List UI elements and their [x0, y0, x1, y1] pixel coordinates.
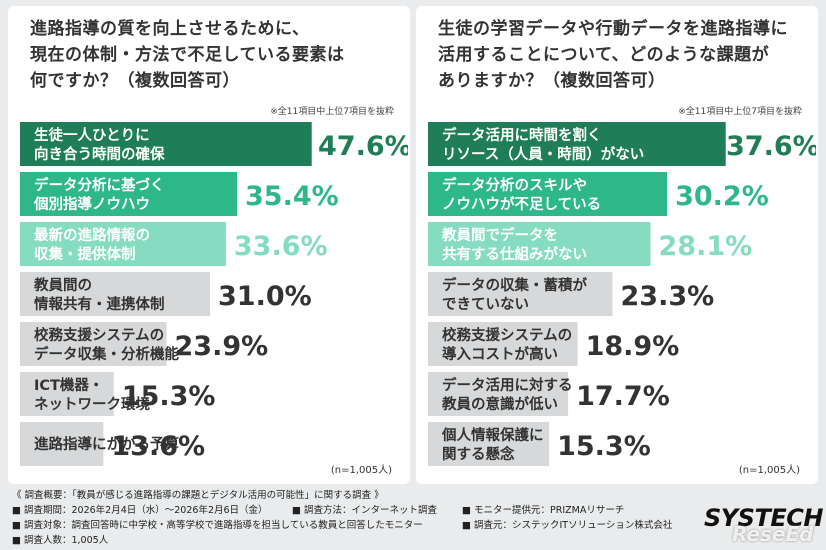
left-value-label-2: 35.4%	[245, 181, 339, 212]
sample-size-left: (n=1,005人)	[330, 465, 392, 476]
right-bar-6	[428, 372, 569, 416]
right-value-label-1: 37.6%	[726, 131, 816, 162]
right-value-label-3: 28.1%	[659, 231, 753, 262]
left-bar-1	[20, 122, 312, 166]
survey-heading: 《 調査概要：「教員が感じる進路指導の課題とデジタル活用の可能性」に関する調査 …	[12, 490, 384, 501]
systech-logo: SYSTECH ReseEd	[704, 500, 823, 548]
left-value-label-7: 13.6%	[111, 431, 205, 462]
right-bar-4	[428, 272, 613, 316]
logo-text: SYSTECH	[704, 504, 823, 532]
right-category-label-2: データ分析のスキルやノウハウが不足している	[442, 176, 601, 213]
right-bar-3	[428, 222, 651, 266]
right-value-label-4: 23.3%	[621, 281, 715, 312]
chart-panel-right: 生徒の学習データや行動データを進路指導に 活用することについて、どのような課題が…	[416, 6, 818, 484]
bar-chart-right: データ活用に時間を割くリソース（人員・時間）がない 37.6% データ分析のスキルや…	[428, 122, 816, 466]
right-bar-1	[428, 122, 726, 166]
right-value-label-6: 17.7%	[576, 381, 670, 412]
right-category-label-3: 教員間でデータを共有する仕組みがない	[441, 226, 587, 263]
left-value-label-1: 47.6%	[318, 131, 408, 162]
survey-organizer: ■ 調査元：システックITソリューション株式会社	[462, 520, 673, 531]
chart-panel-left: 進路指導の質を向上させるために、 現在の体制・方法で不足している要素は 何ですか…	[8, 6, 410, 484]
left-category-label-4: 教員間の情報共有・連携体制	[33, 276, 165, 313]
right-category-label-1: データ活用に時間を割くリソース（人員・時間）がない	[442, 126, 644, 163]
left-bar-3	[20, 222, 226, 266]
right-value-label-7: 15.3%	[557, 431, 651, 462]
chart-title-right: 生徒の学習データや行動データを進路指導に 活用することについて、どのような課題が…	[438, 19, 788, 91]
right-category-label-4: データの収集・蓄積ができていない	[442, 276, 587, 313]
bar-chart-left: 生徒一人ひとりに向き合う時間の確保 47.6% データ分析に基づく個別指導ノウハウ 3…	[20, 122, 408, 466]
left-value-label-5: 23.9%	[175, 331, 269, 362]
right-value-label-2: 30.2%	[675, 181, 769, 212]
left-category-label-1: 生徒一人ひとりに向き合う時間の確保	[34, 126, 165, 163]
right-category-label-6: データ活用に対する教員の意識が低い	[441, 376, 573, 413]
sample-size-right: (n=1,005人)	[738, 465, 800, 476]
right-value-label-5: 18.9%	[586, 331, 680, 362]
left-bar-2	[20, 172, 237, 216]
right-bar-7	[428, 422, 550, 466]
chart-note-right: ※全11項目中上位7項目を抜粋	[678, 107, 802, 117]
left-bar-5	[20, 322, 167, 366]
left-bar-4	[20, 272, 210, 316]
left-bar-6	[20, 372, 114, 416]
survey-period: ■ 調査期間：2026年2月4日（水）～2026年2月6日（金）	[12, 505, 268, 516]
left-category-label-7: 進路指導にかかる予算	[34, 435, 179, 453]
right-bar-5	[428, 322, 578, 366]
left-bar-7	[20, 422, 104, 466]
left-category-label-2: データ分析に基づく個別指導ノウハウ	[33, 176, 165, 213]
right-category-label-7: 個人情報保護に関する懸念	[441, 426, 544, 463]
watermark-text: ReseEd	[732, 522, 814, 546]
survey-target: ■ 調査対象：調査回答時に中学校・高等学校で進路指導を担当している教員と回答した…	[12, 520, 423, 531]
left-category-label-3: 最新の進路情報の収集・提供体制	[34, 226, 150, 263]
right-category-label-5: 校務支援システムの導入コストが高い	[442, 326, 572, 363]
survey-method: ■ 調査方法：インターネット調査	[292, 505, 437, 516]
chart-title-left: 進路指導の質を向上させるために、 現在の体制・方法で不足している要素は 何ですか…	[30, 19, 345, 91]
chart-note-left: ※全11項目中上位7項目を抜粋	[270, 107, 394, 117]
left-value-label-6: 15.3%	[122, 381, 216, 412]
left-category-label-5: 校務支援システムのデータ収集・分析機能	[34, 326, 179, 363]
survey-count: ■ 調査人数：1,005人	[12, 535, 109, 546]
survey-provider: ■ モニター提供元：PRIZMAリサーチ	[462, 505, 625, 516]
right-bar-2	[428, 172, 668, 216]
left-value-label-3: 33.6%	[234, 231, 328, 262]
left-value-label-4: 31.0%	[218, 281, 312, 312]
left-category-label-6: ICT機器・ネットワーク環境	[34, 376, 150, 413]
